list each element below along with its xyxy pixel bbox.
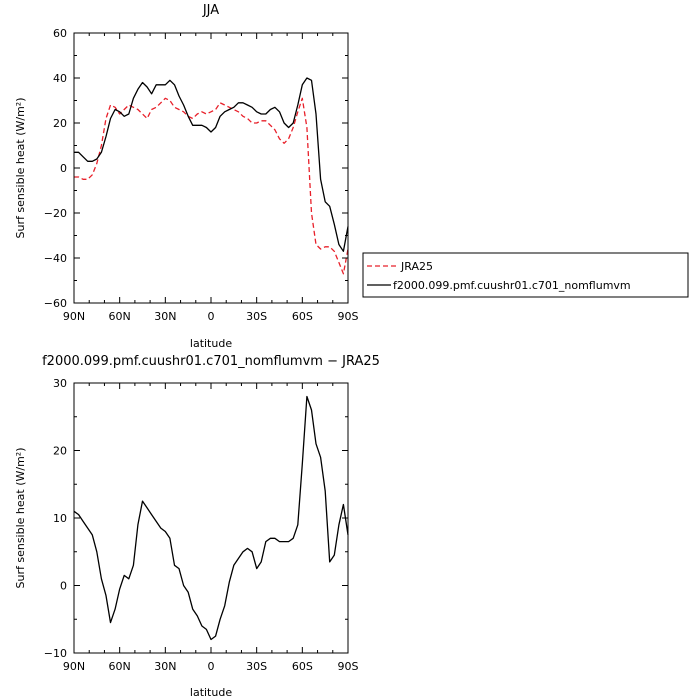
top-panel: JJA 90N 60N 30N 0 30S 60S 90S−60−40−200204060 … [14, 3, 359, 350]
top-ytick-label: 20 [53, 117, 67, 130]
bottom-xtick-label: 90N [63, 660, 85, 673]
top-xtick-label: 30S [246, 310, 267, 323]
top-panel-frame [73, 32, 349, 304]
top-panel-xlabel: latitude [190, 337, 232, 350]
legend-box [362, 252, 689, 298]
top-xtick-label: 60S [292, 310, 313, 323]
bottom-panel-series [73, 395, 349, 641]
top-panel-ylabel: Surf sensible heat (W/m²) [14, 98, 27, 239]
top-series-line-1 [74, 77, 349, 252]
bottom-panel-xlabel: latitude [190, 686, 232, 699]
top-xtick-label: 0 [208, 310, 215, 323]
bottom-xtick-label: 0 [208, 660, 215, 673]
top-ytick-label: −60 [44, 297, 67, 310]
top-ytick-label: 60 [53, 27, 67, 40]
top-xtick-label: 90N [63, 310, 85, 323]
bottom-ytick-label: 0 [60, 580, 67, 593]
top-panel-series [74, 77, 349, 275]
legend: JRA25 f2000.099.pmf.cuushr01.c701_nomflu… [362, 252, 689, 298]
legend-label-model: f2000.099.pmf.cuushr01.c701_nomflumvm [393, 279, 631, 292]
top-ytick-label: 40 [53, 72, 67, 85]
bottom-ytick-label: 20 [53, 445, 67, 458]
top-panel-title: JJA [202, 3, 219, 18]
top-ytick-label: 0 [60, 162, 67, 175]
top-xtick-label: 60N [109, 310, 131, 323]
top-xtick-label: 30N [154, 310, 176, 323]
legend-label-jra25: JRA25 [400, 260, 433, 273]
bottom-xtick-label: 60N [109, 660, 131, 673]
bottom-panel: f2000.099.pmf.cuushr01.c701_nomflumvm − … [14, 354, 380, 699]
bottom-panel-axes: 90N 60N 30N 0 30S 60S 90S −10 0 10 20 30 [44, 377, 359, 673]
bottom-xtick-label: 90S [338, 660, 359, 673]
top-panel-axes: 90N 60N 30N 0 30S 60S 90S −60 −40 −20 0 20 40 60 [44, 27, 359, 323]
top-ytick-label: −40 [44, 252, 67, 265]
top-ytick-label: −20 [44, 207, 67, 220]
bottom-xtick-label: 30S [246, 660, 267, 673]
bottom-panel-ylabel: Surf sensible heat (W/m²) [14, 448, 27, 589]
top-xtick-label: 90S [338, 310, 359, 323]
bottom-ytick-label: −10 [44, 647, 67, 660]
bottom-panel-frame [73, 382, 349, 654]
bottom-series-line-0 [73, 395, 349, 641]
bottom-xtick-label: 60S [292, 660, 313, 673]
bottom-ytick-label: 30 [53, 377, 67, 390]
top-series-line-0 [74, 97, 349, 275]
bottom-xtick-label: 30N [154, 660, 176, 673]
bottom-panel-title: f2000.099.pmf.cuushr01.c701_nomflumvm − … [42, 354, 380, 369]
bottom-ytick-label: 10 [53, 512, 67, 525]
